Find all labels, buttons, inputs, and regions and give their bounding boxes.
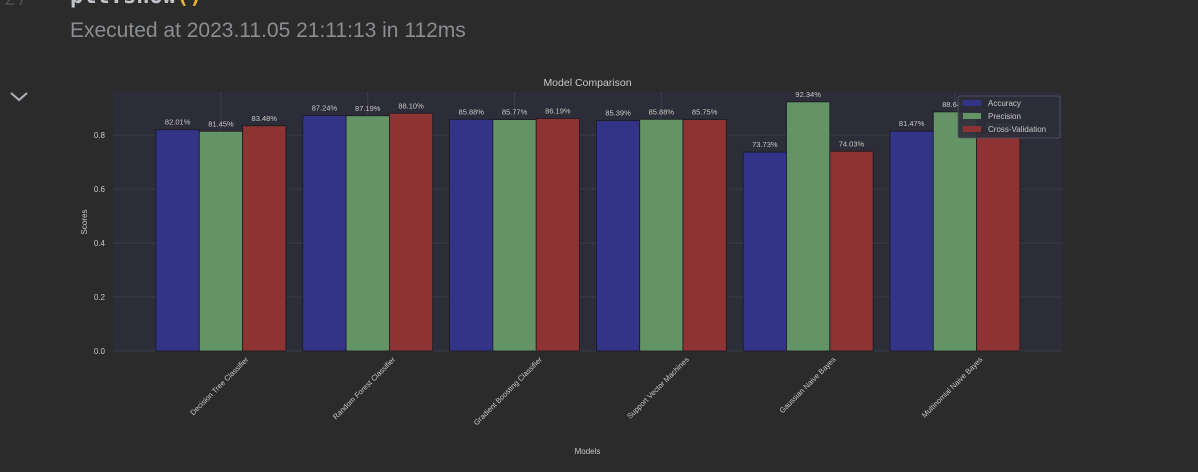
bar-accuracy: [743, 152, 786, 351]
y-tick-label: 0.6: [94, 185, 106, 194]
chart-title: Model Comparison: [543, 77, 631, 89]
data-label: 83.48%: [252, 114, 278, 123]
y-tick-label: 0.0: [94, 347, 106, 356]
bar-cross-validation: [683, 120, 726, 351]
bar-cross-validation: [536, 118, 579, 351]
legend-entry: Cross-Validation: [988, 125, 1046, 134]
x-tick-label: Multinomial Naive Bayes: [920, 355, 985, 420]
y-axis: 0.0 0.2 0.4 0.6 0.8: [94, 131, 106, 356]
legend-entry: Precision: [988, 112, 1021, 121]
x-axis: Decision Tree Classifier Random Forest Cl…: [188, 355, 984, 427]
legend: Accuracy Precision Cross-Validation: [958, 96, 1060, 138]
bar-precision: [199, 131, 242, 351]
bar-accuracy: [156, 130, 199, 351]
x-tick-label: Support Vector Machines: [625, 355, 691, 421]
bar-cross-validation: [830, 151, 873, 351]
data-label: 86.19%: [545, 106, 571, 115]
y-tick-label: 0.8: [94, 131, 106, 140]
x-axis-label: Models: [575, 447, 601, 456]
bar-accuracy: [303, 116, 346, 351]
y-tick-label: 0.4: [94, 239, 106, 248]
data-label: 81.45%: [208, 119, 234, 128]
bar-accuracy: [890, 131, 933, 351]
y-axis-label: Scores: [80, 210, 89, 235]
data-label: 92.34%: [795, 90, 821, 99]
bar-precision: [493, 120, 536, 351]
data-label: 73.73%: [752, 140, 778, 149]
bar-cross-validation: [977, 133, 1020, 351]
x-tick-label: Random Forest Classifier: [331, 355, 398, 422]
bar-precision: [346, 116, 389, 351]
data-label: 81.47%: [899, 119, 925, 128]
bar-precision: [640, 119, 683, 351]
bar-precision: [787, 102, 830, 351]
data-label: 87.24%: [312, 104, 338, 113]
y-tick-label: 0.2: [94, 293, 106, 302]
legend-swatch: [963, 113, 981, 119]
legend-swatch: [963, 126, 981, 132]
data-label: 87.19%: [355, 104, 381, 113]
bar-accuracy: [450, 119, 493, 351]
x-tick-label: Decision Tree Classifier: [188, 355, 250, 417]
legend-swatch: [963, 100, 981, 106]
x-tick-label: Gradient Boosting Classifier: [472, 355, 544, 427]
x-tick-label: Gaussian Naive Bayes: [778, 355, 838, 415]
data-label: 85.39%: [605, 109, 631, 118]
data-label: 85.77%: [502, 108, 528, 117]
legend-entry: Accuracy: [988, 99, 1021, 108]
data-label: 82.01%: [165, 118, 191, 127]
bar-cross-validation: [389, 113, 432, 351]
data-label: 88.10%: [398, 101, 424, 110]
data-label: 85.75%: [692, 108, 718, 117]
data-label: 85.88%: [649, 107, 675, 116]
bar-accuracy: [596, 121, 639, 351]
bar-precision: [933, 112, 976, 351]
data-label: 85.88%: [459, 107, 485, 116]
data-label: 74.03%: [839, 139, 865, 148]
bar-cross-validation: [243, 126, 286, 351]
